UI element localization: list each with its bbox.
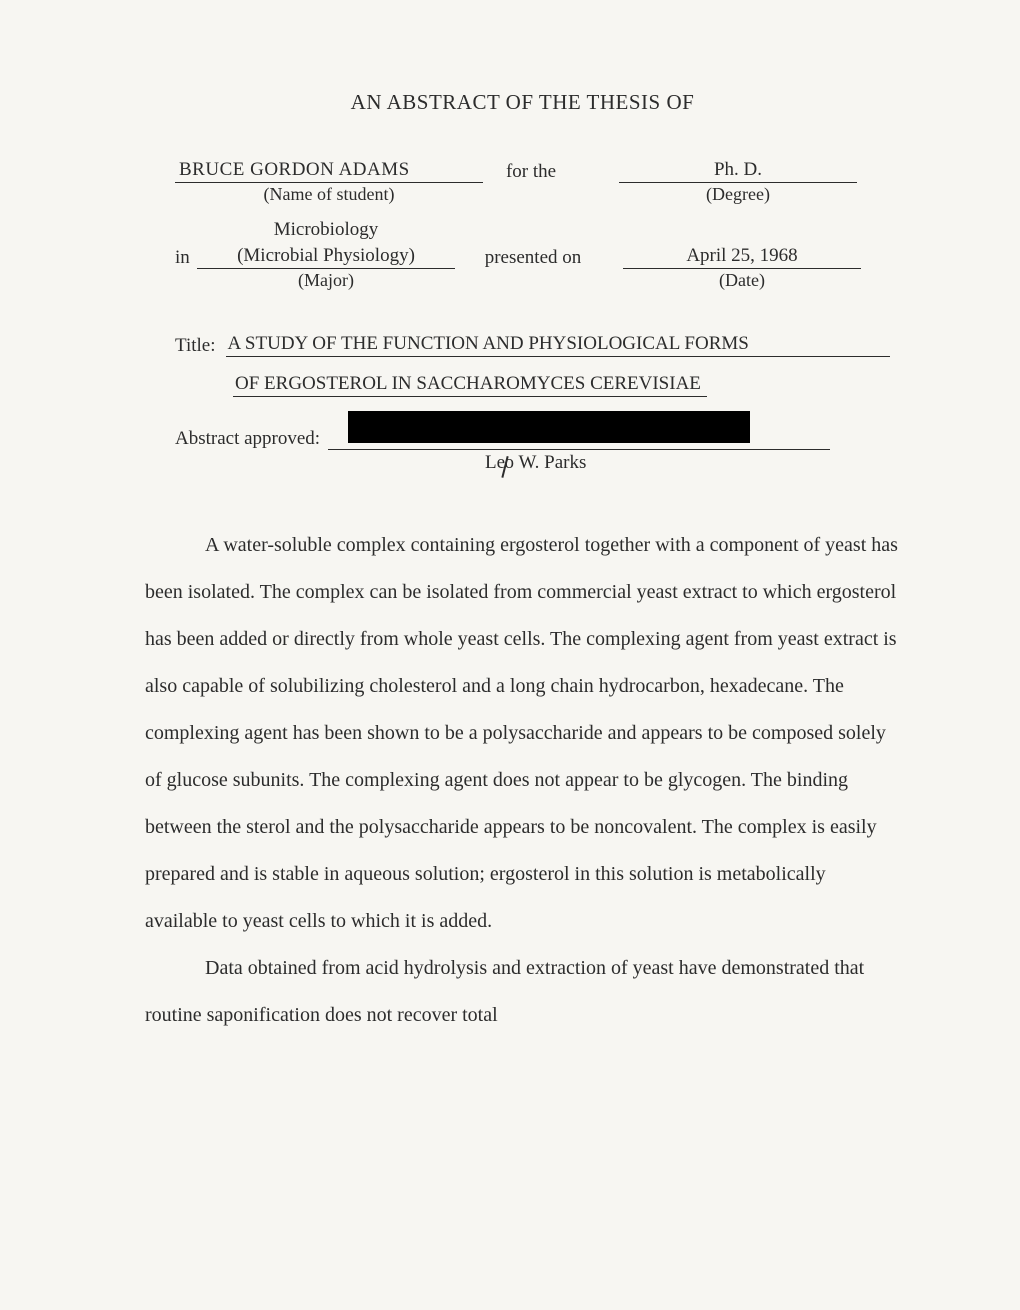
signer-name: Leo W. Parks — [485, 452, 586, 474]
caption-row-1: (Name of student) (Degree) — [175, 184, 890, 205]
caption-row-2: (Major) (Date) — [175, 270, 890, 291]
student-caption: (Name of student) — [175, 184, 483, 205]
thesis-title-line-2: OF ERGOSTEROL IN SACCHAROMYCES CEREVISIA… — [175, 365, 890, 397]
spacer — [175, 270, 197, 291]
meta-block: BRUCE GORDON ADAMS for the Ph. D. (Name … — [175, 155, 890, 474]
meta-row-student-degree: BRUCE GORDON ADAMS for the Ph. D. — [175, 155, 890, 183]
major-caption: (Major) — [197, 270, 455, 291]
spacer — [175, 452, 485, 474]
for-the-connector: for the — [483, 161, 579, 183]
major-top-row: Microbiology — [175, 219, 890, 241]
major-value: (Microbial Physiology) — [197, 245, 455, 269]
spacer — [611, 270, 623, 291]
paragraph-2: Data obtained from acid hydrolysis and e… — [145, 945, 900, 1039]
approved-row: Abstract approved: — [175, 419, 890, 450]
approved-label: Abstract approved: — [175, 428, 328, 450]
spacer — [579, 184, 619, 205]
signer-rest: o W. Parks — [505, 452, 587, 473]
paragraph-1: A water-soluble complex containing ergos… — [145, 522, 900, 945]
signature-line — [328, 419, 830, 450]
signer-name-row: Leo W. Parks — [175, 452, 890, 474]
spacer — [455, 270, 611, 291]
degree-caption: (Degree) — [619, 184, 857, 205]
abstract-header: AN ABSTRACT OF THE THESIS OF — [145, 90, 900, 115]
title-text-2: OF ERGOSTEROL IN SACCHAROMYCES CEREVISIA… — [233, 373, 707, 397]
presented-on-connector: presented on — [455, 247, 611, 269]
thesis-title-line-1: Title: A STUDY OF THE FUNCTION AND PHYSI… — [175, 325, 890, 357]
title-prefix: Title: — [175, 335, 226, 357]
signer-prefix: L — [485, 452, 497, 473]
in-prefix: in — [175, 247, 197, 269]
major-top: Microbiology — [197, 219, 455, 241]
meta-row-major-date: in (Microbial Physiology) presented on A… — [175, 241, 890, 269]
student-name: BRUCE GORDON ADAMS — [175, 159, 483, 183]
title-text-1: A STUDY OF THE FUNCTION AND PHYSIOLOGICA… — [226, 333, 891, 357]
signature-redaction — [348, 411, 750, 443]
spacer — [483, 184, 579, 205]
date-value: April 25, 1968 — [623, 245, 861, 269]
degree-value: Ph. D. — [619, 159, 857, 183]
date-caption: (Date) — [623, 270, 861, 291]
abstract-body: A water-soluble complex containing ergos… — [145, 522, 900, 1039]
